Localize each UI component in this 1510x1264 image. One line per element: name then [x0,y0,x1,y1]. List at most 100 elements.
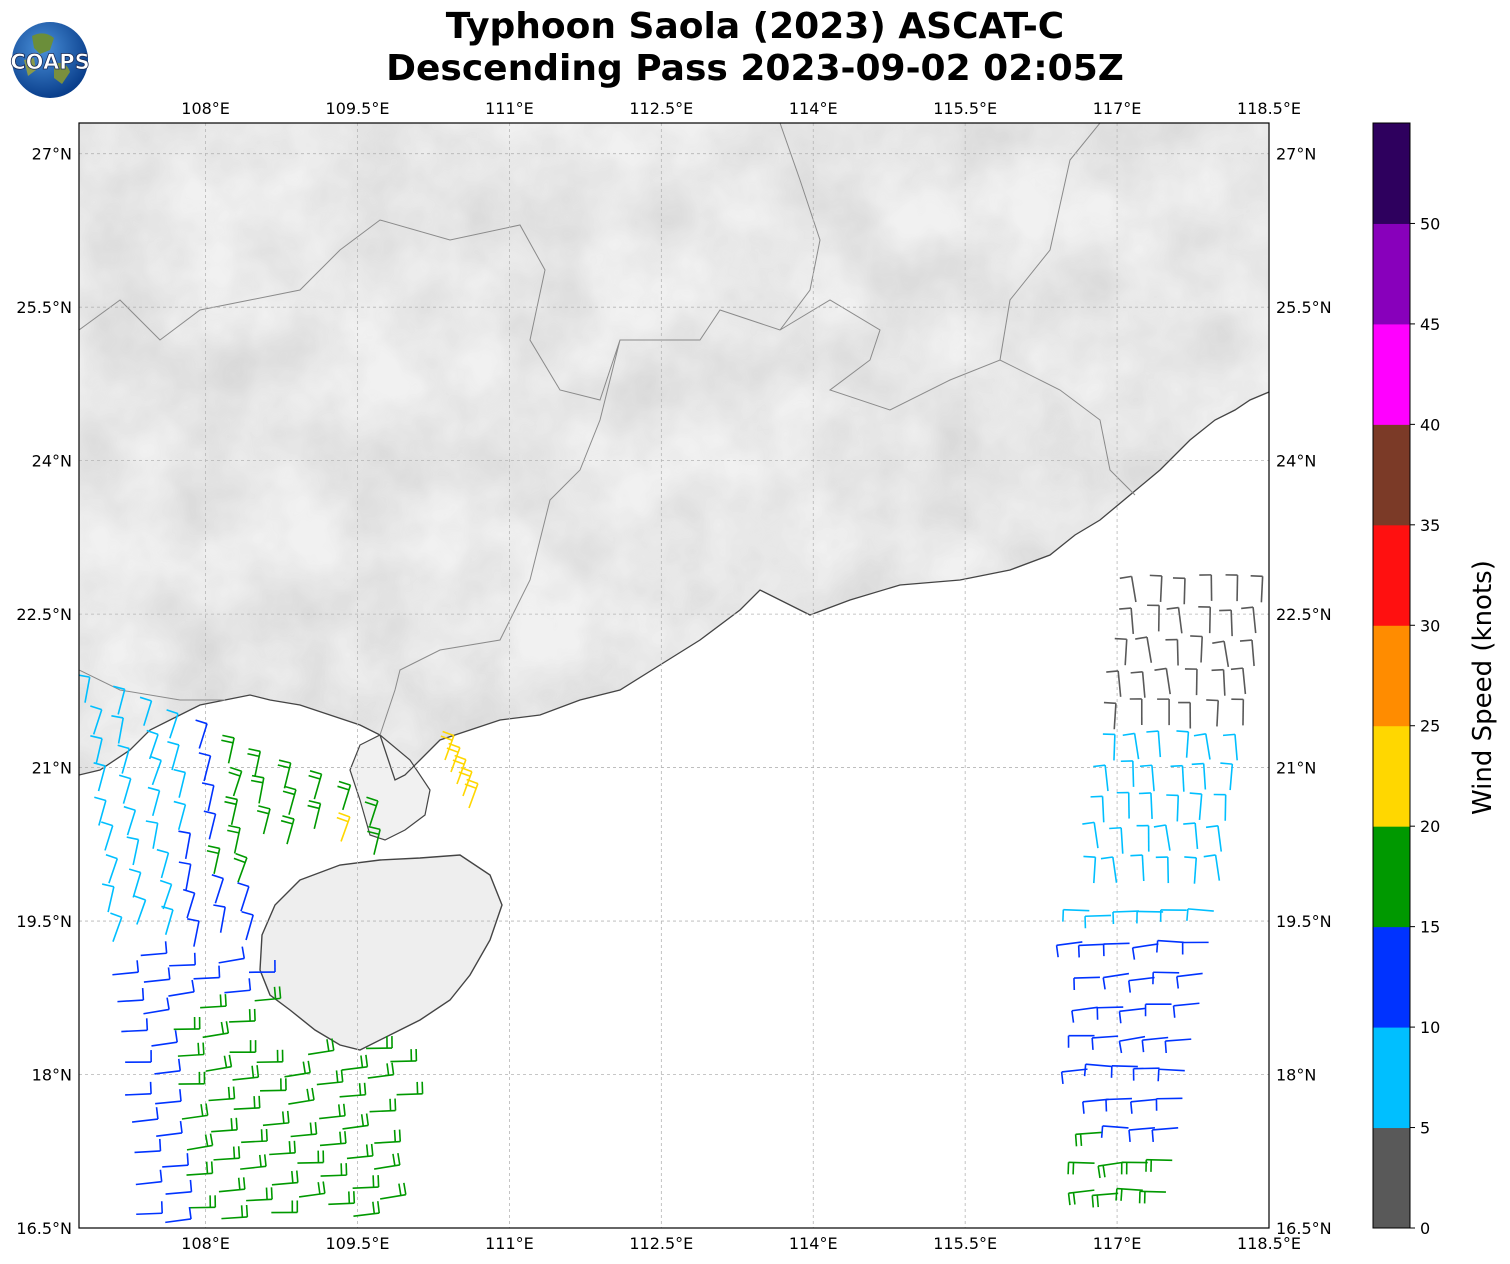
wind-barb-flag [256,809,269,815]
wind-barb-flag [227,1086,231,1099]
wind-barb-flag [452,759,465,766]
wind-barb-flag [466,778,479,785]
wind-barb-flag [1151,1129,1155,1142]
wind-barb [1193,857,1198,884]
wind-barb-flag [221,739,234,744]
wind-barb-flag [1146,730,1159,733]
colorbar-segment [1373,826,1410,928]
wind-barb-flag [338,812,351,818]
wind-barb-flag [1071,1010,1075,1023]
wind-barb-flag [372,1201,376,1214]
wind-barb-flag [139,696,152,702]
wind-barb-flag [224,994,227,1007]
wind-barb [1078,943,1105,947]
wind-barb-flag [391,1062,395,1075]
wind-barb-flag [1230,667,1243,671]
wind-barb-flag [1149,574,1162,577]
wind-barb [193,920,200,947]
wind-barb [316,1081,343,1086]
wind-barb-flag [277,764,290,769]
wind-barb-flag [228,1054,233,1067]
wind-barb [1102,1125,1129,1129]
wind-barb [169,963,196,967]
wind-barb [369,1109,396,1113]
wind-barb [107,886,115,913]
wind-barb [117,689,126,715]
wind-barb [1242,668,1247,695]
wind-barb-flag [1153,824,1166,828]
wind-barb-flag [397,1152,401,1166]
wind-barb [136,1212,163,1216]
wind-barb-flag [1096,1194,1100,1208]
wind-barb-flag [191,979,195,992]
wind-barb [208,813,217,840]
wind-barb-flag [218,965,221,978]
wind-barb-flag [340,1069,344,1082]
wind-barb [186,1172,213,1176]
wind-barb-flag [173,800,186,806]
wind-barb-flag [454,754,467,761]
wind-barb [171,744,180,771]
wind-barb-flag [348,1191,351,1204]
wind-barb [134,1150,161,1154]
wind-barb-flag [240,1205,244,1218]
wind-barb-flag [182,888,195,894]
wind-barb-flag [1222,733,1236,737]
wind-barb-flag [258,1095,261,1108]
wind-barb-flag [352,1191,356,1204]
wind-barb-flag [270,1187,273,1200]
lat-tick-label-right: 18°N [1276,1066,1316,1085]
wind-barb-flag [366,796,379,802]
wind-barb [151,790,161,817]
lon-tick-label-top: 115.5°E [933,99,997,118]
wind-barb-flag [1115,1188,1118,1201]
wind-barb-flag [1100,1125,1104,1138]
wind-barb-flag [1102,1165,1106,1178]
wind-barb [165,1191,192,1195]
wind-barb-flag [1138,792,1151,795]
wind-barb [1117,670,1122,697]
wind-barb [164,909,174,935]
wind-barb-flag [94,796,107,802]
wind-barb [218,957,245,964]
wind-barb [374,1164,400,1170]
wind-barb [95,738,103,765]
wind-barb-flag [229,766,242,773]
globe-logo: COAPS [10,22,90,98]
wind-barb-flag [155,1107,159,1120]
wind-barb-flag [210,1161,214,1174]
wind-barb [198,723,208,749]
wind-barb-flag [205,1161,209,1174]
wind-barb [1159,575,1163,602]
lat-tick-label-right: 27°N [1276,145,1316,164]
wind-barb-flag [1183,822,1196,825]
wind-barb-flag [1166,606,1179,610]
lat-tick-label-left: 21°N [32,759,72,778]
wind-barb-flag [248,978,252,991]
wind-barb [233,1107,260,1110]
wind-barb-flag [1130,854,1143,857]
wind-barb-flag [1079,1133,1083,1147]
wind-barb [1119,1035,1146,1042]
wind-barb [390,1060,417,1063]
wind-barb-flag [225,796,238,801]
wind-barb-flag [1109,826,1122,830]
wind-barb-flag [1206,699,1219,702]
wind-barb-flag [1186,908,1189,921]
lon-tick-label-bottom: 114°E [789,1234,838,1253]
wind-barb [221,1216,248,1220]
wind-barb-flag [458,771,471,778]
wind-barb [1073,976,1100,979]
wind-barb [155,1100,182,1105]
wind-barb [1119,1007,1146,1013]
wind-barb-flag [251,774,264,779]
wind-barb-flag [1211,668,1224,672]
wind-barb-flag [364,801,377,807]
wind-barb-flag [1190,635,1203,638]
wind-barb [168,991,195,997]
wind-barb [140,952,167,957]
wind-barb-flag [220,1021,225,1035]
wind-barb-flag [365,1054,369,1067]
wind-barb [104,825,114,851]
wind-barb-flag [167,740,180,746]
